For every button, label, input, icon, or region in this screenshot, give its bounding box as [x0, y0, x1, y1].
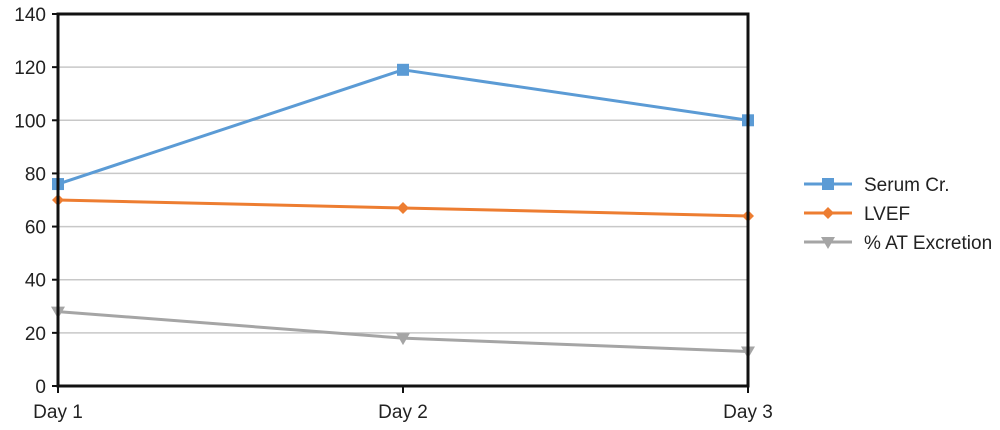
- data-point: [397, 63, 409, 76]
- y-tick-label: 140: [14, 5, 46, 26]
- legend-marker: [822, 178, 834, 190]
- y-tick-label: 0: [35, 377, 46, 398]
- legend-marker: [821, 237, 835, 249]
- data-point: [397, 201, 409, 214]
- series-2: [51, 306, 755, 359]
- y-tick-label: 20: [25, 324, 46, 345]
- series-line: [57, 68, 749, 186]
- y-tick-label: 100: [14, 111, 46, 132]
- series-1: [52, 194, 754, 222]
- legend-label: LVEF: [864, 204, 910, 225]
- legend-marker: [822, 207, 834, 219]
- legend-item: % AT Excretion: [804, 233, 992, 254]
- legend-item: Serum Cr.: [804, 175, 950, 196]
- y-tick-label: 80: [25, 164, 46, 185]
- plot-area-border: [56, 12, 750, 388]
- x-tick-label: Day 3: [723, 402, 773, 423]
- legend-label: % AT Excretion: [864, 233, 992, 254]
- gridlines: [58, 66, 748, 334]
- legend-item: LVEF: [804, 204, 910, 225]
- x-axis-ticks: Day 1 Day 2 Day 3: [33, 386, 773, 423]
- y-tick-label: 120: [14, 58, 46, 79]
- y-tick-label: 40: [25, 271, 46, 292]
- y-tick-label: 60: [25, 218, 46, 239]
- data-point: [396, 333, 410, 346]
- legend: Serum Cr. LVEF % AT Excretion: [804, 175, 992, 254]
- x-tick-label: Day 2: [378, 402, 428, 423]
- series-lines: [51, 63, 755, 359]
- legend-label: Serum Cr.: [864, 175, 950, 196]
- series-line: [57, 310, 749, 353]
- x-tick-label: Day 1: [33, 402, 83, 423]
- series-0: [52, 63, 754, 191]
- y-axis-ticks: 0 20 40 60 80 100 120 140: [14, 5, 58, 398]
